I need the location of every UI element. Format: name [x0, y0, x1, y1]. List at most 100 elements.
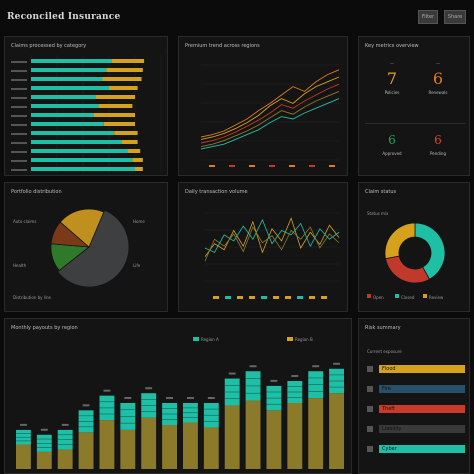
risk-row[interactable]: Liability	[379, 425, 465, 433]
bar-teal	[31, 68, 107, 72]
risk-indicator	[367, 406, 373, 412]
bar-gold	[102, 77, 142, 81]
legend-item: Home	[133, 219, 145, 224]
risk-label: Flood	[382, 366, 396, 372]
legend-item: Open	[373, 295, 384, 300]
tick-label	[209, 165, 215, 167]
panel-title: Claims processed by category	[11, 43, 87, 49]
panel-title: Premium trend across regions	[185, 43, 260, 49]
panel-premium-trend: Premium trend across regions	[178, 36, 348, 176]
data-label	[40, 428, 48, 431]
risk-label: Liability	[382, 426, 402, 432]
panel-daily-volume: Daily transaction volume	[178, 182, 348, 312]
bar-gold	[111, 59, 145, 63]
bar-gold	[57, 449, 73, 469]
bar-gold	[36, 451, 52, 469]
data-label	[124, 397, 132, 399]
data-label	[82, 404, 90, 407]
data-label	[312, 365, 320, 368]
legend-item: Region A	[201, 337, 219, 342]
kpi-value: 6	[388, 133, 396, 147]
bar-gold	[224, 405, 240, 469]
tick-label	[321, 296, 327, 299]
kpi-label: Policies	[384, 90, 400, 95]
risk-row[interactable]: Theft	[379, 405, 465, 413]
panel-title: Monthly payouts by region	[11, 325, 78, 331]
legend-item: Closed	[401, 295, 415, 300]
bar-teal	[31, 158, 133, 162]
panel-subtitle: Current exposure	[367, 349, 402, 354]
row-label	[11, 106, 27, 108]
bar-gold	[122, 140, 138, 144]
bar-teal	[31, 122, 104, 126]
tick-label	[249, 165, 255, 167]
series-line	[200, 76, 340, 140]
kpi-value: 7	[386, 69, 398, 88]
row-label	[11, 79, 27, 81]
legend-item: Region B	[295, 337, 313, 342]
bar-teal	[31, 95, 96, 99]
legend-swatch	[423, 294, 427, 298]
legend-swatch	[367, 294, 371, 298]
panel-monthly-payouts: Monthly payouts by region Region A Regio…	[4, 318, 352, 474]
tick-label	[213, 296, 219, 299]
pie-slice	[57, 209, 130, 288]
data-label	[228, 372, 236, 375]
tick-label	[225, 296, 231, 299]
donut-slice	[414, 222, 446, 280]
kpi-pending: 6 Pending	[423, 133, 453, 156]
series-line	[204, 217, 340, 257]
bar-teal	[31, 113, 94, 117]
data-label	[61, 423, 69, 426]
kpi-approved: 6 Approved	[377, 133, 407, 156]
share-label: Share	[447, 14, 463, 20]
panel-title: Claim status	[365, 189, 397, 195]
bar-gold	[329, 393, 344, 469]
bar-teal	[31, 77, 103, 81]
bar-gold	[127, 149, 141, 153]
series-line	[200, 98, 340, 150]
bar-gold	[98, 104, 133, 108]
legend-item: Health	[13, 263, 27, 268]
data-label	[20, 423, 27, 426]
bar-gold	[183, 422, 198, 469]
tick-label	[273, 296, 279, 299]
legend-swatch	[395, 294, 399, 298]
risk-row[interactable]: Fire	[379, 385, 465, 393]
bar-gold	[132, 158, 143, 162]
row-label	[11, 70, 27, 72]
bar-gold	[135, 167, 143, 171]
tick-label	[329, 165, 335, 167]
tick-label	[229, 165, 235, 167]
series-line	[200, 69, 340, 138]
tick-label	[309, 296, 315, 299]
row-label	[11, 61, 27, 63]
series-line	[200, 83, 340, 144]
bar-gold	[16, 444, 31, 469]
row-label	[11, 97, 27, 99]
donut-chart	[367, 222, 446, 298]
tick-label	[285, 296, 291, 299]
data-label	[249, 365, 257, 368]
bar-gold	[99, 420, 115, 469]
bar-teal	[31, 59, 112, 63]
data-label	[207, 397, 215, 399]
filter-button[interactable]: Filter	[418, 10, 438, 24]
risk-label: Theft	[382, 406, 395, 412]
row-label	[11, 151, 27, 153]
panel-portfolio: Portfolio distribution Auto claims Home …	[4, 182, 168, 312]
bar-gold	[109, 86, 138, 90]
share-button[interactable]: Share	[444, 10, 466, 24]
risk-row[interactable]: Cyber	[379, 445, 465, 453]
risk-indicator	[367, 386, 373, 392]
panel-risk-summary: Risk summary Current exposure Flood Fire T…	[358, 318, 470, 474]
tick-label	[297, 296, 303, 299]
panel-claim-status: Claim status Status mix Open Closed Revi…	[358, 182, 470, 312]
series-line	[204, 219, 340, 253]
kpi-label: Renewals	[428, 90, 448, 95]
stacked-bar-chart	[16, 337, 344, 469]
hbar-chart	[11, 55, 162, 173]
tick-label	[269, 165, 275, 167]
risk-row[interactable]: Flood	[379, 365, 465, 373]
kpi-value: 6	[432, 69, 444, 88]
